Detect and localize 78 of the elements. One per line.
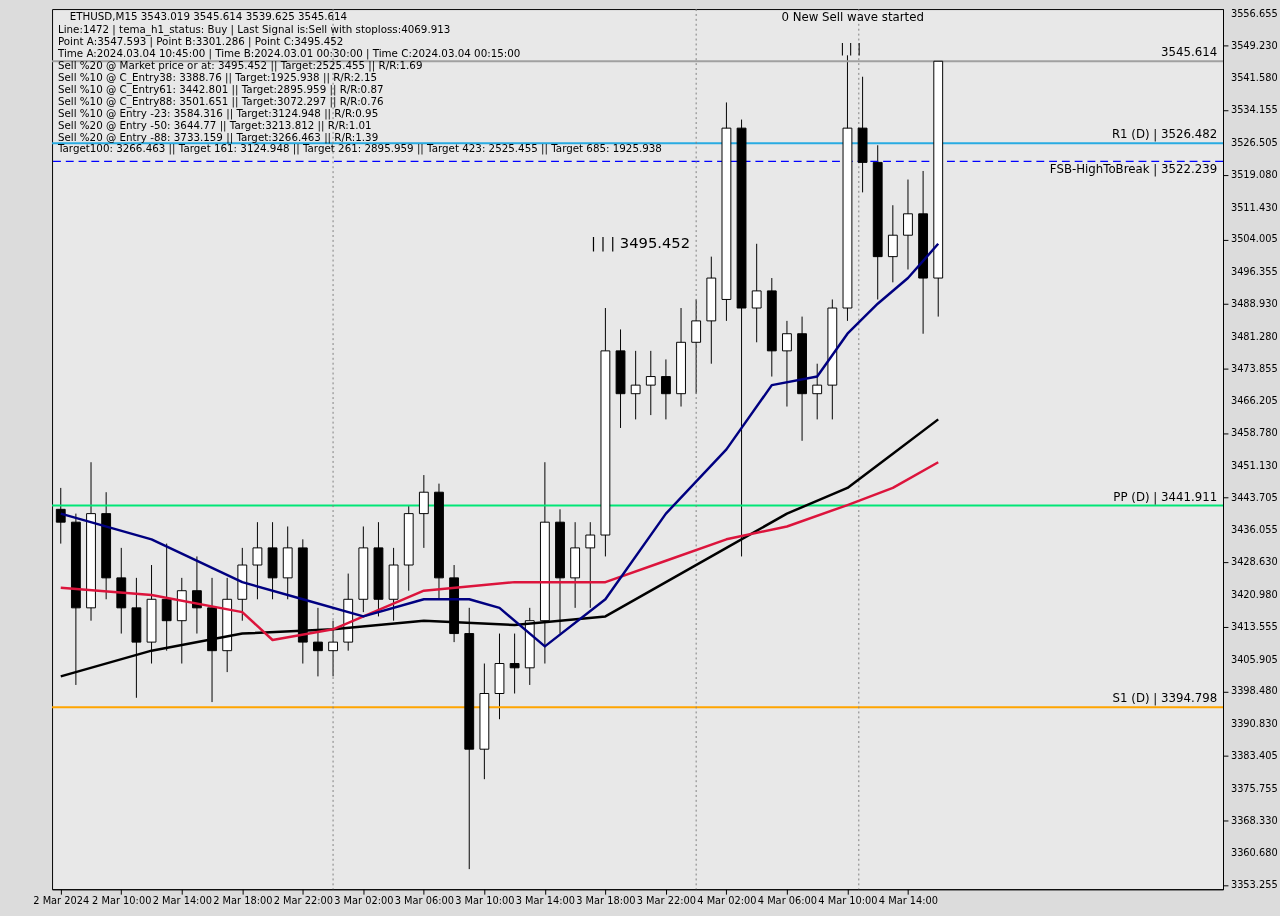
annotation: | | | 3495.452: [590, 233, 691, 252]
x-tick-label: 2 Mar 14:00: [152, 895, 212, 907]
candlestick: [887, 204, 898, 283]
y-tick-label: 3526.505: [1230, 137, 1278, 149]
ref-line-label: S1 (D) | 3394.798: [1112, 691, 1218, 707]
y-tick-label: 3556.655: [1230, 7, 1278, 19]
x-tick-label: 4 Mar 06:00: [757, 895, 818, 907]
ref-line-label: 3545.614: [1160, 45, 1218, 60]
y-tick-label: 3534.155: [1230, 104, 1278, 116]
x-tick-label: 3 Mar 06:00: [394, 895, 454, 907]
y-tick-label: 3368.330: [1230, 814, 1278, 826]
candlestick: [630, 350, 641, 420]
x-tick-label: 2 Mar 10:00: [92, 895, 152, 907]
y-tick-label: 3413.555: [1230, 620, 1278, 632]
y-tick-label: 3405.905: [1230, 653, 1278, 665]
candlestick: [585, 521, 596, 609]
annotation: 0 New Sell wave started: [781, 9, 924, 24]
y-tick-label: 3420.980: [1230, 589, 1278, 601]
candlestick: [161, 543, 172, 652]
y-tick-label: 3390.830: [1230, 718, 1278, 730]
y-tick-label: 3466.205: [1230, 395, 1278, 407]
y-tick-label: 3458.780: [1230, 427, 1278, 439]
line-series: [59, 460, 940, 642]
x-tick-label: 2 Mar 18:00: [213, 895, 273, 907]
y-tick-label: 3549.230: [1230, 39, 1278, 51]
y-tick-label: 3443.705: [1230, 491, 1278, 503]
annotation: Target100: 3266.463 || Target 161: 3124.948 || Target 261: 2895.959 || Target 423: 2525.455 || Target 685: 1925.938: [56, 142, 662, 156]
y-tick-label: 3496.355: [1230, 266, 1278, 278]
x-tick-label: 3 Mar 10:00: [455, 895, 515, 907]
candlestick: [328, 620, 338, 677]
y-tick-label: 3428.630: [1230, 556, 1278, 568]
candlestick: [661, 358, 671, 420]
annotation: Line:1472 | tema_h1_status: Buy | Last Signal is:Sell with stoploss:4069.913: [57, 22, 451, 36]
y-tick-label: 3375.755: [1230, 782, 1278, 794]
x-tick-label: 3 Mar 22:00: [636, 895, 697, 907]
x-tick-label: 4 Mar 10:00: [818, 895, 878, 907]
annotation: Sell %10 @ C_Entry38: 3388.76 || Target:1925.938 || R/R:2.15: [57, 70, 378, 84]
y-tick-label: 3398.480: [1230, 685, 1278, 697]
annotation: Sell %10 @ C_Entry88: 3501.651 || Target:3072.297 || R/R:0.76: [57, 94, 384, 108]
annotation: Point A:3547.593 | Point B:3301.286 | Point C:3495.452: [57, 34, 344, 48]
x-tick-label: 2 Mar 22:00: [273, 895, 333, 907]
y-tick-label: 3436.055: [1230, 524, 1278, 536]
candlestick: [55, 487, 66, 545]
y-tick-label: 3541.580: [1230, 72, 1278, 84]
annotation: Sell %20 @ Market price or at: 3495.452 || Target:2525.455 || R/R:1.69: [57, 58, 423, 72]
candlestick: [812, 363, 823, 420]
y-tick-label: 3451.130: [1230, 459, 1278, 471]
x-tick-label: 4 Mar 14:00: [878, 895, 939, 907]
candlestick: [509, 633, 520, 694]
candlestick: [691, 298, 702, 395]
ref-line-label: FSB-HighToBreak | 3522.239: [1049, 162, 1218, 178]
y-tick-label: 3353.255: [1230, 879, 1278, 891]
y-tick-label: 3383.405: [1230, 749, 1278, 761]
chart-title: ETHUSD,M15 3543.019 3545.614 3539.625 3545.614: [69, 9, 348, 22]
y-tick-label: 3360.680: [1230, 847, 1278, 859]
y-tick-label: 3519.080: [1230, 168, 1278, 180]
annotation: Time A:2024.03.04 10:45:00 | Time B:2024.03.01 00:30:00 | Time C:2024.03.04 00:15:00: [56, 46, 521, 60]
annotation: Sell %10 @ Entry -23: 3584.316 || Target:3124.948 || R/R:0.95: [57, 106, 379, 120]
y-tick-label: 3481.280: [1230, 330, 1278, 342]
x-tick-label: 3 Mar 14:00: [515, 895, 576, 907]
ref-line-label: PP (D) | 3441.911: [1113, 489, 1218, 505]
ref-line-label: R1 (D) | 3526.482: [1111, 127, 1218, 143]
y-tick-label: 3473.855: [1230, 362, 1278, 374]
y-tick-label: 3511.430: [1230, 201, 1278, 213]
x-tick-label: 3 Mar 18:00: [576, 895, 636, 907]
annotation: Sell %20 @ Entry -50: 3644.77 || Target:3213.812 || R/R:1.01: [57, 118, 372, 132]
candlestick: [782, 320, 792, 408]
candlestick: [418, 474, 429, 549]
x-tick-label: 4 Mar 02:00: [697, 895, 757, 907]
x-tick-label: 3 Mar 02:00: [334, 895, 394, 907]
x-tick-label: 2 Mar 2024: [33, 895, 90, 907]
y-tick-label: 3488.930: [1230, 297, 1278, 309]
candlestick: [751, 243, 762, 343]
annotation: | | |: [840, 40, 862, 57]
candlestick: [252, 521, 263, 600]
candlestick: [903, 179, 913, 270]
candlestick: [645, 350, 656, 416]
y-tick-label: 3504.005: [1230, 233, 1278, 245]
